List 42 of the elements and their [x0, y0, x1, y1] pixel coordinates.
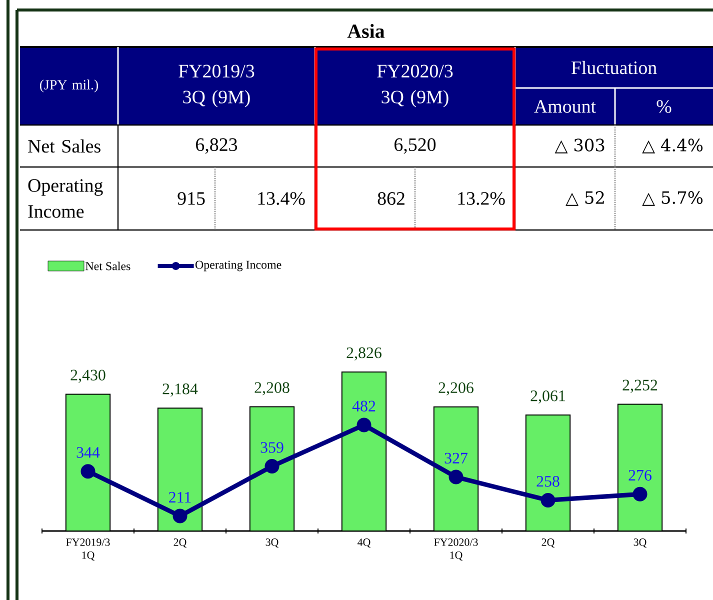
data-label: 2,826 [346, 347, 382, 360]
data-label: 2,184 [162, 384, 198, 397]
text: Net Sales [28, 139, 100, 153]
data-label: 327 [444, 452, 468, 464]
x-tick-label: 3Q [266, 538, 279, 548]
text: △ 5.7% [642, 191, 703, 206]
data-label: 359 [260, 442, 284, 453]
x-tick-label: 3Q [634, 538, 647, 548]
text: 6,520 [394, 138, 436, 154]
text: % [656, 100, 672, 113]
text: 6,823 [196, 138, 238, 154]
text: △ 4.4% [642, 138, 703, 154]
data-label: 344 [76, 447, 100, 458]
data-label: 2,206 [438, 382, 474, 396]
text: △ 52 [566, 191, 604, 206]
data-label: 2,061 [530, 390, 565, 404]
legend-label: Net Sales [86, 262, 130, 270]
data-label: 2,252 [622, 380, 658, 393]
text: Amount [534, 100, 596, 113]
x-tick-label: 4Q [358, 538, 371, 548]
text: FY2019/3 3Q (9M) [178, 64, 254, 108]
x-tick-label: 2Q [174, 538, 187, 548]
data-label: 2,208 [254, 382, 290, 396]
text: 13.4% [258, 192, 305, 205]
chart-title: Asia [347, 24, 385, 38]
text: 862 [378, 192, 404, 205]
text: Operating Income [28, 179, 103, 218]
text: Fluctuation [571, 60, 657, 74]
data-label: 211 [169, 492, 191, 502]
x-tick-label: 2Q [542, 538, 555, 548]
x-tick-label: FY2019/3 1Q [66, 538, 110, 561]
data-label: 482 [352, 400, 376, 412]
text: (JPY mil.) [40, 80, 98, 92]
text: 13.2% [458, 192, 505, 205]
text: 915 [178, 192, 205, 205]
text: FY2020/3 3Q (9M) [377, 64, 453, 108]
data-label: 2,430 [70, 370, 106, 383]
x-tick-label: FY2020/3 1Q [434, 538, 478, 561]
legend-label: Operating Income [195, 260, 282, 272]
data-label: 276 [628, 470, 652, 481]
data-label: 258 [536, 476, 560, 487]
text: △ 303 [554, 138, 604, 154]
